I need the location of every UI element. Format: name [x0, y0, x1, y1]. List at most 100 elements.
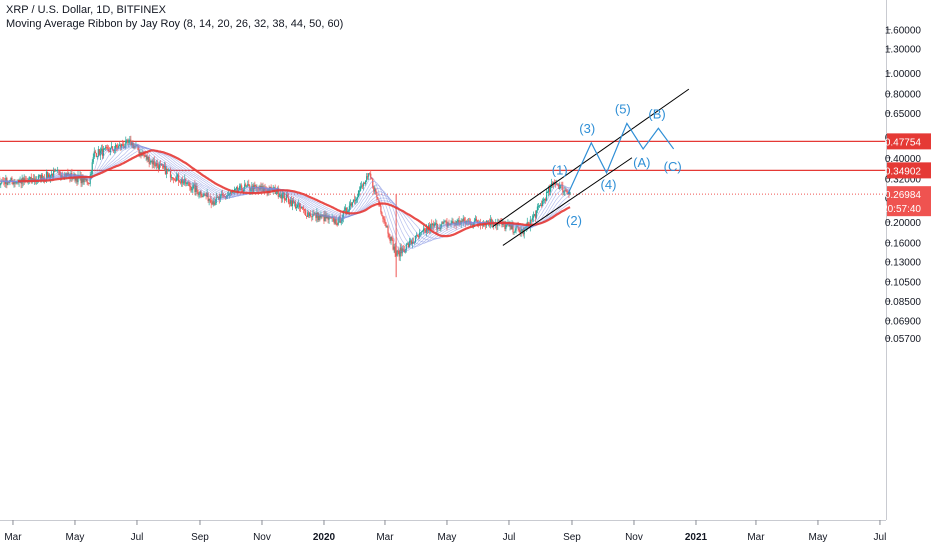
candle-body	[279, 196, 280, 197]
time-tick-label: Mar	[376, 532, 394, 543]
candle-body	[107, 147, 108, 148]
candle-body	[566, 191, 567, 192]
wave-label: (1)	[552, 162, 568, 177]
time-tick-label: Jul	[874, 532, 887, 543]
candle-body	[183, 182, 184, 183]
candle-body	[385, 223, 386, 227]
candle-body	[25, 178, 26, 180]
candle-body	[375, 189, 376, 193]
price-tick-label: 1.60000	[885, 26, 922, 37]
candle-body	[420, 232, 421, 233]
wave-label: (3)	[579, 121, 595, 136]
candle-body	[539, 206, 540, 207]
candle-body	[355, 200, 356, 201]
candle-body	[210, 199, 211, 200]
candle-body	[150, 162, 151, 164]
price-tick-label: 0.80000	[885, 90, 922, 101]
candle-body	[246, 186, 247, 187]
time-tick-label: Jul	[131, 532, 144, 543]
price-tick-label: 0.20000	[885, 218, 922, 229]
time-tick-label: 2021	[685, 532, 708, 543]
candle-body	[59, 171, 60, 175]
indicator-legend: Moving Average Ribbon by Jay Roy (8, 14,…	[6, 17, 343, 31]
time-tick-label: Nov	[253, 532, 271, 543]
candle-body	[452, 221, 453, 223]
candle-body	[180, 182, 181, 183]
candle-body	[409, 241, 410, 247]
candle-body	[505, 225, 506, 229]
candle-body	[547, 192, 548, 193]
candle-body	[95, 151, 96, 153]
candle-body	[550, 186, 551, 191]
candle-body	[92, 162, 93, 174]
candle-body	[357, 197, 358, 199]
candle-body	[191, 189, 192, 190]
grid	[0, 0, 886, 520]
candle-body	[384, 219, 385, 222]
candle-body	[97, 156, 98, 157]
candle-body	[248, 184, 249, 185]
candle-body	[543, 200, 544, 201]
level-badge-label: 0.34902	[885, 166, 922, 177]
candle-body	[197, 190, 198, 194]
candle-body	[58, 170, 59, 171]
last-price-label: 0.26984	[885, 190, 922, 201]
candle-body	[380, 206, 381, 212]
candle-body	[271, 187, 272, 188]
wave-label: (A)	[633, 155, 650, 170]
price-tick-label: 0.10500	[885, 277, 922, 288]
chart-header: XRP / U.S. Dollar, 1D, BITFINEX Moving A…	[6, 3, 343, 31]
candle-body	[235, 189, 236, 190]
candle-body	[344, 210, 345, 211]
candle-body	[288, 197, 289, 202]
candle-body	[391, 237, 392, 240]
candle-body	[304, 209, 305, 211]
candle-body	[305, 211, 306, 216]
candle-body	[297, 205, 298, 207]
price-tick-label: 0.05700	[885, 334, 922, 345]
time-tick-label: Mar	[4, 532, 22, 543]
time-tick-label: Jul	[503, 532, 516, 543]
wave-label: (4)	[601, 177, 617, 192]
candle-body	[276, 192, 277, 194]
time-tick-label: Mar	[747, 532, 765, 543]
candle-body	[174, 179, 175, 180]
candle-body	[532, 218, 533, 220]
candle-body	[168, 170, 169, 171]
candle-body	[417, 235, 418, 236]
candle-body	[395, 247, 396, 254]
time-tick-label: Sep	[563, 532, 581, 543]
candle-body	[514, 231, 515, 232]
candle-body	[211, 200, 212, 203]
candle-body	[91, 174, 92, 175]
plot-background	[0, 0, 886, 520]
price-tick-label: 1.00000	[885, 69, 922, 80]
wave-label: (B)	[648, 106, 665, 121]
candle-body	[367, 176, 368, 177]
candle-body	[358, 191, 359, 197]
candle-body	[198, 194, 199, 195]
candle-body	[296, 207, 297, 208]
candle-body	[365, 181, 366, 184]
countdown-label: 20:57:40	[882, 204, 921, 215]
candle-body	[424, 229, 425, 230]
candle-body	[215, 203, 216, 205]
candle-body	[93, 157, 94, 162]
time-tick-label: Sep	[191, 532, 209, 543]
price-tick-label: 1.30000	[885, 45, 922, 56]
candle-body	[202, 196, 203, 197]
candle-body	[222, 194, 223, 195]
candle-body	[356, 199, 357, 200]
candle-body	[464, 218, 465, 221]
candle-body	[370, 174, 371, 178]
candle-body	[383, 219, 384, 220]
symbol-title: XRP / U.S. Dollar, 1D, BITFINEX	[6, 3, 343, 17]
time-tick-label: May	[66, 532, 85, 543]
wave-label: (C)	[664, 159, 682, 174]
price-tick-label: 0.16000	[885, 239, 922, 250]
candle-body	[359, 191, 360, 192]
candle-body	[381, 212, 382, 216]
candle-body	[128, 140, 129, 142]
